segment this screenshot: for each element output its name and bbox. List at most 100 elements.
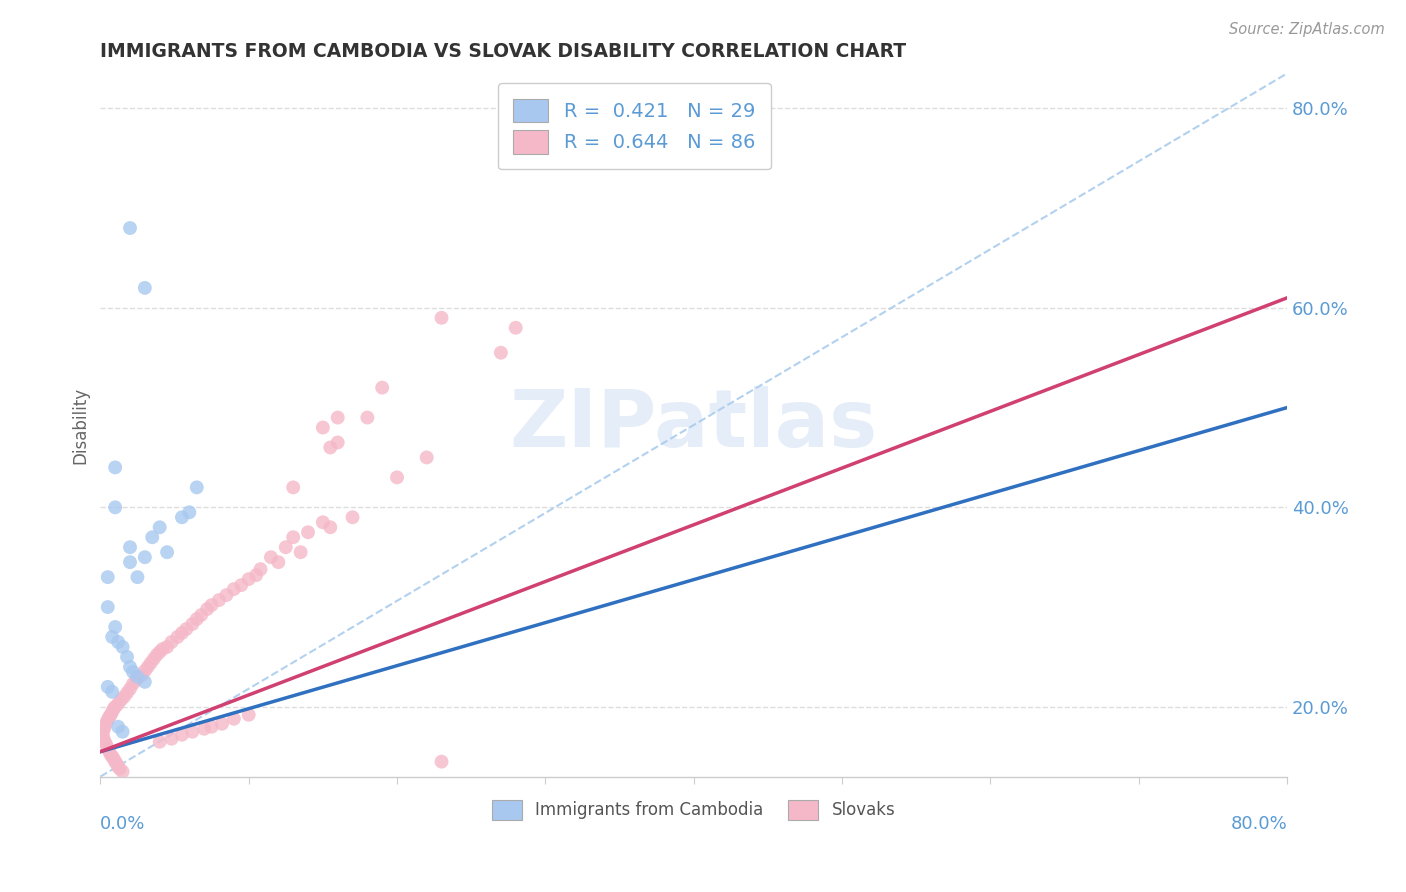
Text: Source: ZipAtlas.com: Source: ZipAtlas.com xyxy=(1229,22,1385,37)
Point xyxy=(127,570,149,584)
Text: ZIPatlas: ZIPatlas xyxy=(509,386,877,464)
Point xyxy=(111,764,134,779)
Point xyxy=(195,602,218,616)
Point xyxy=(186,612,208,626)
Point xyxy=(122,677,145,691)
Point xyxy=(111,724,134,739)
Point xyxy=(97,570,120,584)
Point xyxy=(181,617,204,632)
Point xyxy=(91,730,114,744)
Point xyxy=(118,221,141,235)
Point xyxy=(186,480,208,494)
Point xyxy=(149,735,172,749)
Point xyxy=(128,670,150,684)
Point xyxy=(149,520,172,534)
Point xyxy=(319,441,342,455)
Point xyxy=(104,755,127,769)
Point xyxy=(208,593,231,607)
Point xyxy=(260,550,283,565)
Point xyxy=(342,510,364,524)
Point xyxy=(115,649,138,664)
Point xyxy=(104,699,127,714)
Point xyxy=(283,530,305,544)
Point xyxy=(312,420,335,434)
Point xyxy=(283,480,305,494)
Point xyxy=(267,555,290,569)
Point xyxy=(201,598,224,612)
Point xyxy=(97,600,120,615)
Point xyxy=(107,759,129,773)
Point xyxy=(190,608,212,623)
Point xyxy=(115,686,138,700)
Point xyxy=(290,545,312,559)
Point xyxy=(238,572,260,586)
Text: 0.0%: 0.0% xyxy=(100,815,146,833)
Point xyxy=(107,697,129,711)
Text: IMMIGRANTS FROM CAMBODIA VS SLOVAK DISABILITY CORRELATION CHART: IMMIGRANTS FROM CAMBODIA VS SLOVAK DISAB… xyxy=(100,42,907,61)
Point xyxy=(415,450,437,465)
Point xyxy=(319,520,342,534)
Point xyxy=(160,635,183,649)
Point xyxy=(312,516,335,530)
Point xyxy=(122,665,145,679)
Point xyxy=(193,722,215,736)
Point xyxy=(94,720,117,734)
Point xyxy=(166,630,188,644)
Point xyxy=(326,435,349,450)
Point xyxy=(134,664,156,678)
Point xyxy=(156,545,179,559)
Point xyxy=(127,670,149,684)
Point xyxy=(170,510,193,524)
Point xyxy=(145,648,167,662)
Point xyxy=(385,470,408,484)
Point xyxy=(245,568,267,582)
Point xyxy=(430,755,453,769)
Point xyxy=(118,660,141,674)
Point xyxy=(134,674,156,689)
Point xyxy=(118,555,141,569)
Point xyxy=(179,505,201,519)
Point xyxy=(201,720,224,734)
Point xyxy=(91,723,114,738)
Point xyxy=(222,582,245,596)
Point xyxy=(118,540,141,554)
Point xyxy=(231,578,253,592)
Point xyxy=(356,410,378,425)
Point xyxy=(181,724,204,739)
Point xyxy=(211,716,233,731)
Point xyxy=(103,702,125,716)
Point xyxy=(94,735,117,749)
Point xyxy=(97,680,120,694)
Point xyxy=(107,635,129,649)
Point xyxy=(104,460,127,475)
Point xyxy=(371,381,394,395)
Point xyxy=(142,652,165,666)
Point xyxy=(489,345,512,359)
Point xyxy=(104,500,127,515)
Point xyxy=(170,728,193,742)
Point xyxy=(125,673,148,687)
Point xyxy=(131,668,153,682)
Point xyxy=(238,707,260,722)
Y-axis label: Disability: Disability xyxy=(72,386,89,464)
Point xyxy=(274,540,297,554)
Text: 80.0%: 80.0% xyxy=(1230,815,1286,833)
Point xyxy=(100,707,122,722)
Point xyxy=(139,656,162,670)
Point xyxy=(98,710,121,724)
Point xyxy=(149,645,172,659)
Point xyxy=(110,693,132,707)
Legend: Immigrants from Cambodia, Slovaks: Immigrants from Cambodia, Slovaks xyxy=(481,788,907,831)
Point xyxy=(100,747,122,762)
Point xyxy=(97,713,120,727)
Point xyxy=(105,756,128,771)
Point xyxy=(297,525,319,540)
Point xyxy=(101,705,124,719)
Point xyxy=(118,681,141,696)
Point xyxy=(104,620,127,634)
Point xyxy=(156,640,179,654)
Point xyxy=(108,762,131,776)
Point xyxy=(101,685,124,699)
Point xyxy=(249,562,271,576)
Point xyxy=(107,720,129,734)
